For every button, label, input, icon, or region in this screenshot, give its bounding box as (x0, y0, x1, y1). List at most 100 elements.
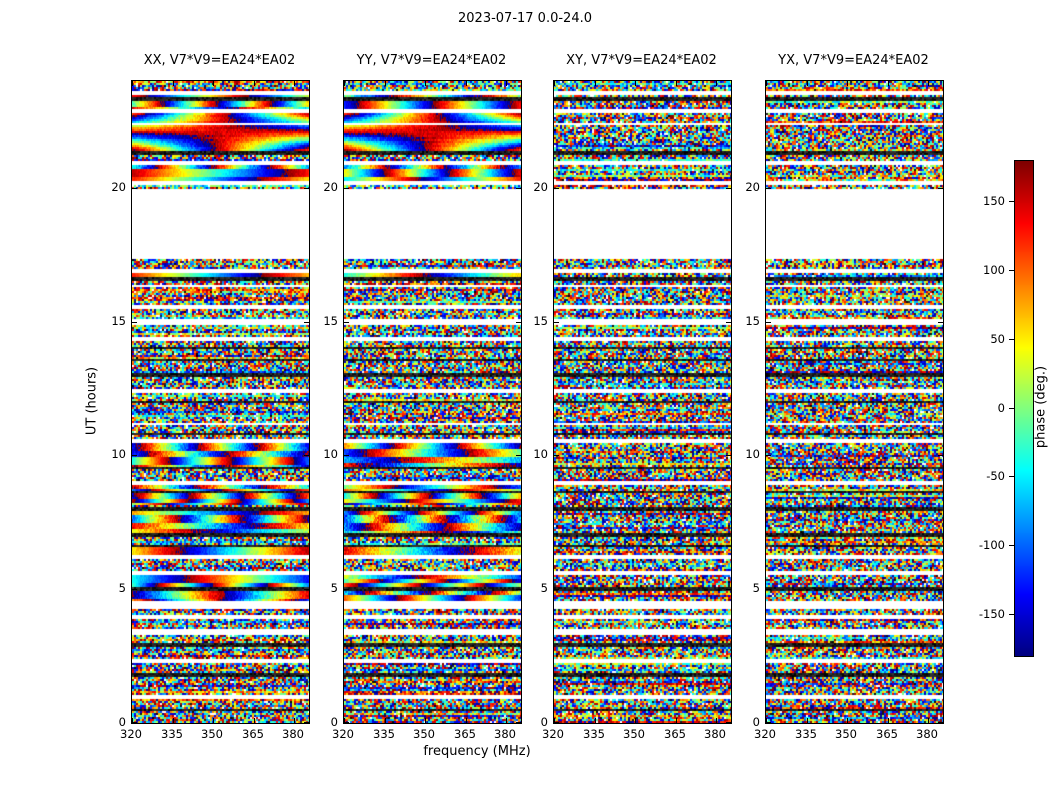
x-tick-label: 380 (916, 727, 938, 741)
x-tick-label: 350 (623, 727, 645, 741)
y-tick-label: 10 (323, 447, 338, 461)
x-tick-mark (847, 81, 848, 86)
y-tick-label: 10 (745, 447, 760, 461)
y-tick-label: 0 (118, 715, 126, 729)
panel-xx (131, 80, 310, 724)
colorbar-tick-label: -150 (978, 607, 1005, 621)
y-tick-mark (304, 722, 309, 723)
heatmap-canvas-yy (344, 81, 521, 723)
x-axis-label: frequency (MHz) (423, 744, 531, 759)
panel-yx (765, 80, 944, 724)
y-tick-mark (132, 455, 137, 456)
y-tick-mark (516, 455, 521, 456)
x-tick-label: 320 (754, 727, 776, 741)
x-tick-mark (888, 718, 889, 723)
x-tick-mark (595, 718, 596, 723)
colorbar-tick-mark (1009, 201, 1014, 202)
x-tick-label: 380 (704, 727, 726, 741)
x-tick-label: 365 (664, 727, 686, 741)
y-tick-mark (938, 188, 943, 189)
y-tick-mark (516, 322, 521, 323)
x-tick-mark (554, 718, 555, 723)
y-tick-mark (344, 322, 349, 323)
heatmap-canvas-xy (554, 81, 731, 723)
y-tick-label: 15 (533, 314, 548, 328)
panel-title-yx: YX, V7*V9=EA24*EA02 (778, 53, 929, 68)
y-tick-mark (938, 589, 943, 590)
y-tick-mark (132, 188, 137, 189)
y-axis-label: UT (hours) (84, 366, 100, 436)
x-tick-mark (888, 81, 889, 86)
y-tick-label: 15 (745, 314, 760, 328)
y-tick-label: 0 (330, 715, 338, 729)
y-tick-label: 20 (111, 180, 126, 194)
x-tick-mark (254, 718, 255, 723)
y-tick-label: 0 (752, 715, 760, 729)
colorbar (1014, 160, 1034, 657)
x-tick-mark (294, 81, 295, 86)
y-tick-mark (516, 722, 521, 723)
y-tick-mark (516, 188, 521, 189)
panel-yy (343, 80, 522, 724)
y-tick-mark (304, 188, 309, 189)
colorbar-axis-label: phase (deg.) (1033, 365, 1049, 449)
x-tick-label: 380 (494, 727, 516, 741)
x-tick-mark (635, 81, 636, 86)
y-tick-mark (344, 589, 349, 590)
y-tick-label: 5 (118, 581, 126, 595)
x-tick-mark (385, 718, 386, 723)
y-tick-mark (554, 322, 559, 323)
y-tick-mark (766, 589, 771, 590)
y-tick-mark (766, 722, 771, 723)
y-tick-mark (766, 455, 771, 456)
x-tick-mark (173, 81, 174, 86)
y-tick-mark (554, 455, 559, 456)
x-tick-label: 320 (542, 727, 564, 741)
y-tick-mark (554, 589, 559, 590)
y-tick-label: 20 (533, 180, 548, 194)
x-tick-mark (676, 81, 677, 86)
x-tick-mark (506, 81, 507, 86)
y-tick-mark (726, 722, 731, 723)
colorbar-tick-mark (1009, 476, 1014, 477)
y-tick-mark (938, 322, 943, 323)
x-tick-mark (928, 81, 929, 86)
colorbar-tick-mark (1009, 545, 1014, 546)
y-tick-label: 20 (745, 180, 760, 194)
x-tick-label: 365 (876, 727, 898, 741)
x-tick-mark (344, 81, 345, 86)
x-tick-mark (385, 81, 386, 86)
y-tick-mark (304, 322, 309, 323)
y-tick-mark (938, 455, 943, 456)
y-tick-label: 5 (540, 581, 548, 595)
heatmap-canvas-yx (766, 81, 943, 723)
colorbar-tick-label: -50 (986, 469, 1005, 483)
x-tick-label: 365 (454, 727, 476, 741)
x-tick-label: 365 (242, 727, 264, 741)
y-tick-mark (766, 188, 771, 189)
y-tick-mark (344, 455, 349, 456)
colorbar-tick-mark (1009, 614, 1014, 615)
colorbar-tick-label: 150 (983, 194, 1005, 208)
y-tick-mark (516, 589, 521, 590)
y-tick-label: 0 (540, 715, 548, 729)
y-tick-mark (132, 589, 137, 590)
x-tick-mark (554, 81, 555, 86)
x-tick-mark (425, 81, 426, 86)
y-tick-mark (132, 322, 137, 323)
panel-title-yy: YY, V7*V9=EA24*EA02 (356, 53, 507, 68)
colorbar-tick-label: -100 (978, 538, 1005, 552)
y-tick-mark (766, 322, 771, 323)
x-tick-label: 335 (373, 727, 395, 741)
x-tick-label: 320 (332, 727, 354, 741)
panel-title-xy: XY, V7*V9=EA24*EA02 (566, 53, 717, 68)
y-tick-mark (726, 322, 731, 323)
figure-title: 2023-07-17 0.0-24.0 (458, 11, 592, 26)
x-tick-label: 335 (161, 727, 183, 741)
x-tick-mark (425, 718, 426, 723)
y-tick-label: 5 (752, 581, 760, 595)
y-tick-mark (554, 188, 559, 189)
x-tick-mark (928, 718, 929, 723)
y-tick-label: 15 (323, 314, 338, 328)
x-tick-mark (132, 81, 133, 86)
